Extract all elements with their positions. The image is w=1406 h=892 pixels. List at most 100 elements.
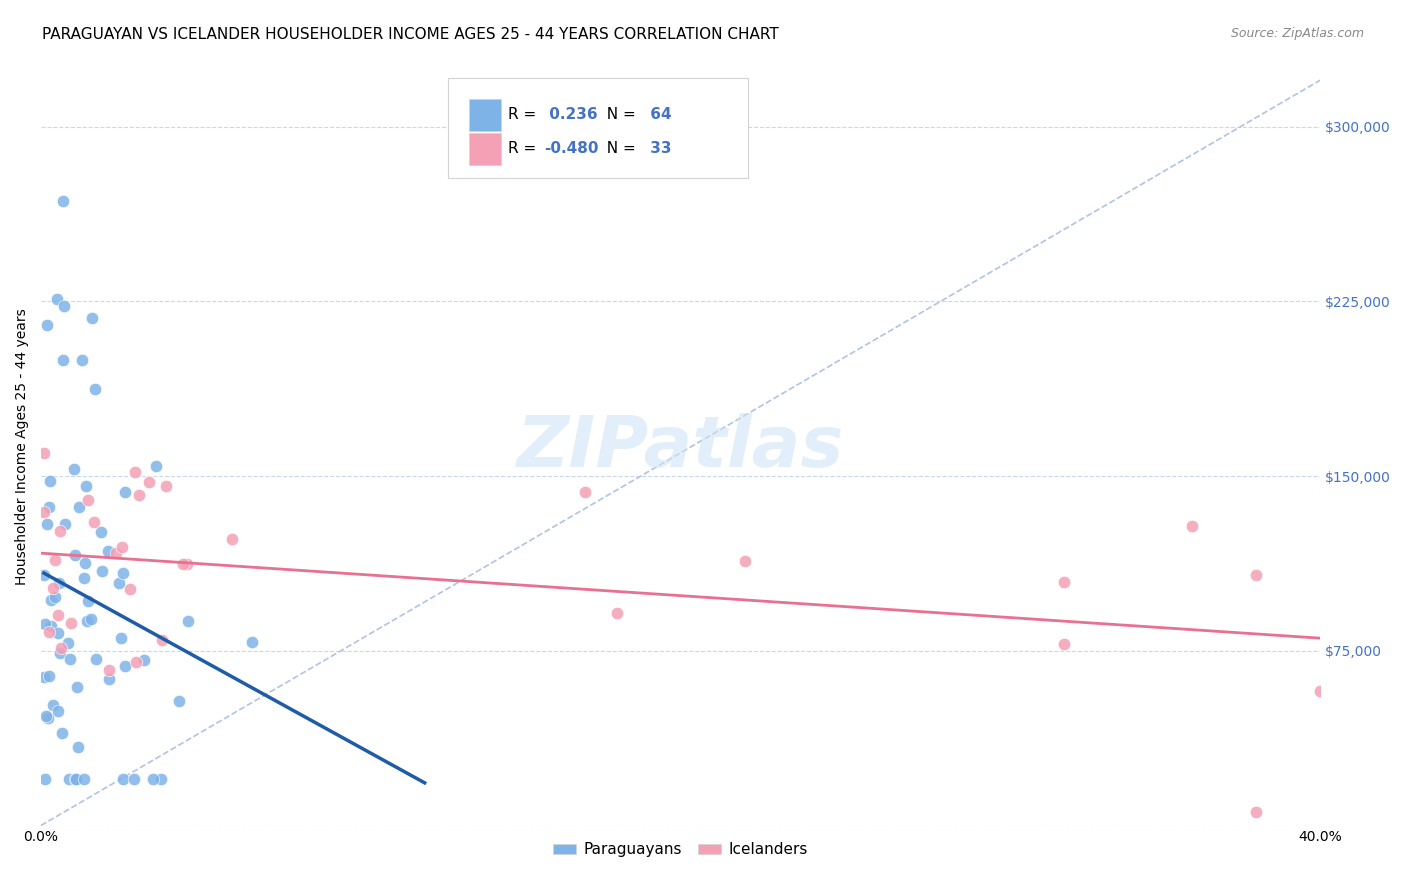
Paraguayans (73, 556, 96, 570)
FancyBboxPatch shape (447, 78, 748, 178)
Icelanders (606, 606, 628, 620)
Paraguayans (80, 310, 103, 325)
Icelanders (1053, 637, 1076, 651)
Icelanders (118, 582, 141, 597)
Icelanders (98, 664, 121, 678)
Paraguayans (65, 772, 87, 786)
Icelanders (1246, 567, 1268, 582)
Paraguayans (46, 704, 69, 718)
Icelanders (44, 553, 66, 567)
Paraguayans (52, 353, 75, 368)
Paraguayans (48, 646, 70, 660)
Paraguayans (91, 565, 114, 579)
Paraguayans (35, 517, 58, 532)
Paraguayans (59, 651, 82, 665)
FancyBboxPatch shape (470, 99, 502, 130)
Text: -0.480: -0.480 (544, 141, 598, 156)
Icelanders (49, 641, 72, 656)
Paraguayans (34, 616, 56, 631)
Icelanders (111, 540, 134, 554)
Paraguayans (56, 635, 79, 649)
Icelanders (150, 633, 173, 648)
Icelanders (105, 546, 128, 560)
Text: Source: ZipAtlas.com: Source: ZipAtlas.com (1230, 27, 1364, 40)
Text: R =: R = (508, 141, 536, 156)
Icelanders (83, 515, 105, 529)
Text: ZIPatlas: ZIPatlas (517, 413, 844, 482)
Paraguayans (65, 772, 87, 786)
Paraguayans (67, 500, 90, 515)
Text: 64: 64 (645, 107, 671, 122)
Icelanders (32, 505, 55, 519)
Paraguayans (65, 548, 87, 562)
Paraguayans (98, 672, 121, 686)
Icelanders (76, 493, 98, 508)
Icelanders (60, 616, 83, 631)
Paraguayans (145, 459, 167, 474)
Text: R =: R = (508, 107, 536, 122)
Text: N =: N = (598, 107, 636, 122)
Paraguayans (75, 479, 97, 493)
Paraguayans (83, 382, 105, 396)
Paraguayans (34, 709, 56, 723)
Legend: Paraguayans, Icelanders: Paraguayans, Icelanders (547, 836, 814, 863)
Paraguayans (46, 292, 69, 306)
Paraguayans (37, 318, 59, 332)
Paraguayans (38, 669, 60, 683)
Icelanders (128, 488, 150, 502)
Paraguayans (53, 516, 76, 531)
Paraguayans (44, 590, 66, 604)
Text: 33: 33 (645, 141, 671, 156)
Paraguayans (52, 194, 75, 209)
Paraguayans (80, 612, 103, 626)
Icelanders (42, 581, 65, 595)
Icelanders (48, 524, 70, 538)
Icelanders (574, 485, 596, 500)
Paraguayans (72, 772, 94, 786)
Paraguayans (73, 571, 96, 585)
Paraguayans (32, 567, 55, 582)
Paraguayans (63, 462, 86, 476)
Icelanders (1309, 684, 1331, 698)
Paraguayans (48, 576, 70, 591)
Paraguayans (38, 475, 60, 489)
Text: PARAGUAYAN VS ICELANDER HOUSEHOLDER INCOME AGES 25 - 44 YEARS CORRELATION CHART: PARAGUAYAN VS ICELANDER HOUSEHOLDER INCO… (42, 27, 779, 42)
Icelanders (172, 557, 194, 571)
Paraguayans (37, 711, 59, 725)
Icelanders (46, 608, 69, 623)
Text: N =: N = (598, 141, 636, 156)
Paraguayans (108, 575, 131, 590)
Paraguayans (111, 772, 134, 786)
Paraguayans (32, 671, 55, 685)
Icelanders (138, 475, 160, 490)
Paraguayans (72, 352, 94, 367)
Paraguayans (46, 626, 69, 640)
Icelanders (155, 478, 177, 492)
Paraguayans (51, 725, 73, 739)
Paraguayans (38, 500, 60, 514)
Paraguayans (53, 299, 76, 313)
Icelanders (125, 655, 148, 669)
Paraguayans (177, 615, 200, 629)
Paraguayans (67, 740, 90, 755)
Paraguayans (149, 772, 172, 786)
Paraguayans (114, 659, 136, 673)
Paraguayans (142, 772, 165, 786)
Y-axis label: Householder Income Ages 25 - 44 years: Householder Income Ages 25 - 44 years (15, 309, 30, 585)
Paraguayans (34, 772, 56, 786)
Paraguayans (112, 566, 135, 580)
Icelanders (38, 625, 60, 640)
Paraguayans (76, 614, 98, 628)
Paraguayans (77, 594, 100, 608)
Paraguayans (84, 651, 107, 665)
Paraguayans (58, 772, 80, 786)
Icelanders (1181, 519, 1204, 533)
Icelanders (1246, 805, 1268, 819)
Paraguayans (42, 698, 65, 712)
Text: 0.236: 0.236 (544, 107, 598, 122)
Paraguayans (41, 593, 63, 607)
Icelanders (176, 557, 198, 571)
Paraguayans (110, 631, 132, 645)
FancyBboxPatch shape (470, 133, 502, 165)
Paraguayans (169, 694, 191, 708)
